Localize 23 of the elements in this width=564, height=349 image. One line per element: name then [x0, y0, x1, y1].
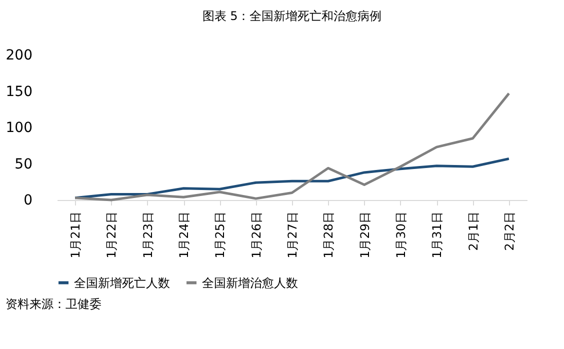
- line-series: [74, 92, 510, 202]
- x-tick-label: 1月31日: [430, 212, 444, 258]
- y-tick-label: 150: [6, 84, 32, 100]
- x-tick-label: 1月27日: [286, 212, 300, 258]
- y-tick-label: 200: [6, 48, 32, 64]
- text: 资料来源：卫健委: [5, 297, 102, 311]
- legend-label: 全国新增治愈人数: [202, 276, 298, 290]
- x-tick-label: 1月24日: [177, 212, 192, 258]
- y-tick-label: 0: [24, 192, 32, 208]
- x-tick-label: 1月22日: [104, 212, 119, 258]
- y-tick-label: 100: [6, 120, 32, 136]
- x-tick-label: 1月25日: [213, 212, 228, 258]
- x-tick-label: 1月29日: [358, 212, 372, 258]
- x-tick-label: 2月2日: [502, 212, 516, 251]
- x-tick-label: 1月23日: [140, 212, 155, 258]
- x-tick-label: 1月30日: [394, 212, 408, 258]
- chart-title: 图表 5：全国新增死亡和治愈病例: [202, 9, 382, 23]
- legend-label: 全国新增死亡人数: [74, 276, 170, 290]
- x-tick-label: 1月26日: [249, 212, 264, 258]
- x-tick-label: 1月21日: [68, 212, 83, 258]
- x-tick-label: 2月1日: [466, 212, 480, 251]
- x-tick-label: 1月28日: [322, 212, 336, 258]
- y-tick-label: 50: [14, 156, 32, 172]
